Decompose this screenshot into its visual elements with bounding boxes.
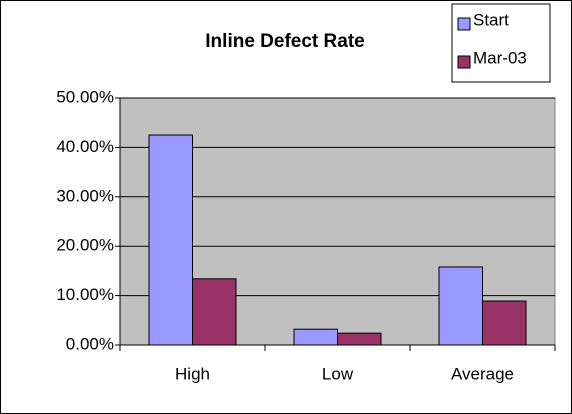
bar [438, 266, 483, 346]
bar [337, 332, 382, 346]
y-tick-label: 30.00% [56, 186, 114, 205]
legend-swatch [457, 17, 471, 31]
x-tick-label: High [175, 364, 210, 383]
y-tick-label: 50.00% [56, 87, 114, 106]
y-tick-label: 20.00% [56, 236, 114, 255]
legend-label: Mar-03 [473, 48, 527, 67]
bar [482, 300, 527, 346]
legend-box [451, 3, 551, 83]
x-tick-label: Average [451, 364, 514, 383]
y-tick-label: 10.00% [56, 285, 114, 304]
legend-label: Start [473, 10, 509, 29]
x-tick-label: Low [322, 364, 354, 383]
bar [192, 278, 237, 346]
y-tick-label: 0.00% [66, 334, 114, 353]
bar [293, 328, 338, 346]
legend-swatch [457, 55, 471, 69]
bar [148, 134, 193, 346]
y-tick-label: 40.00% [56, 137, 114, 156]
chart-title: Inline Defect Rate [205, 31, 364, 52]
